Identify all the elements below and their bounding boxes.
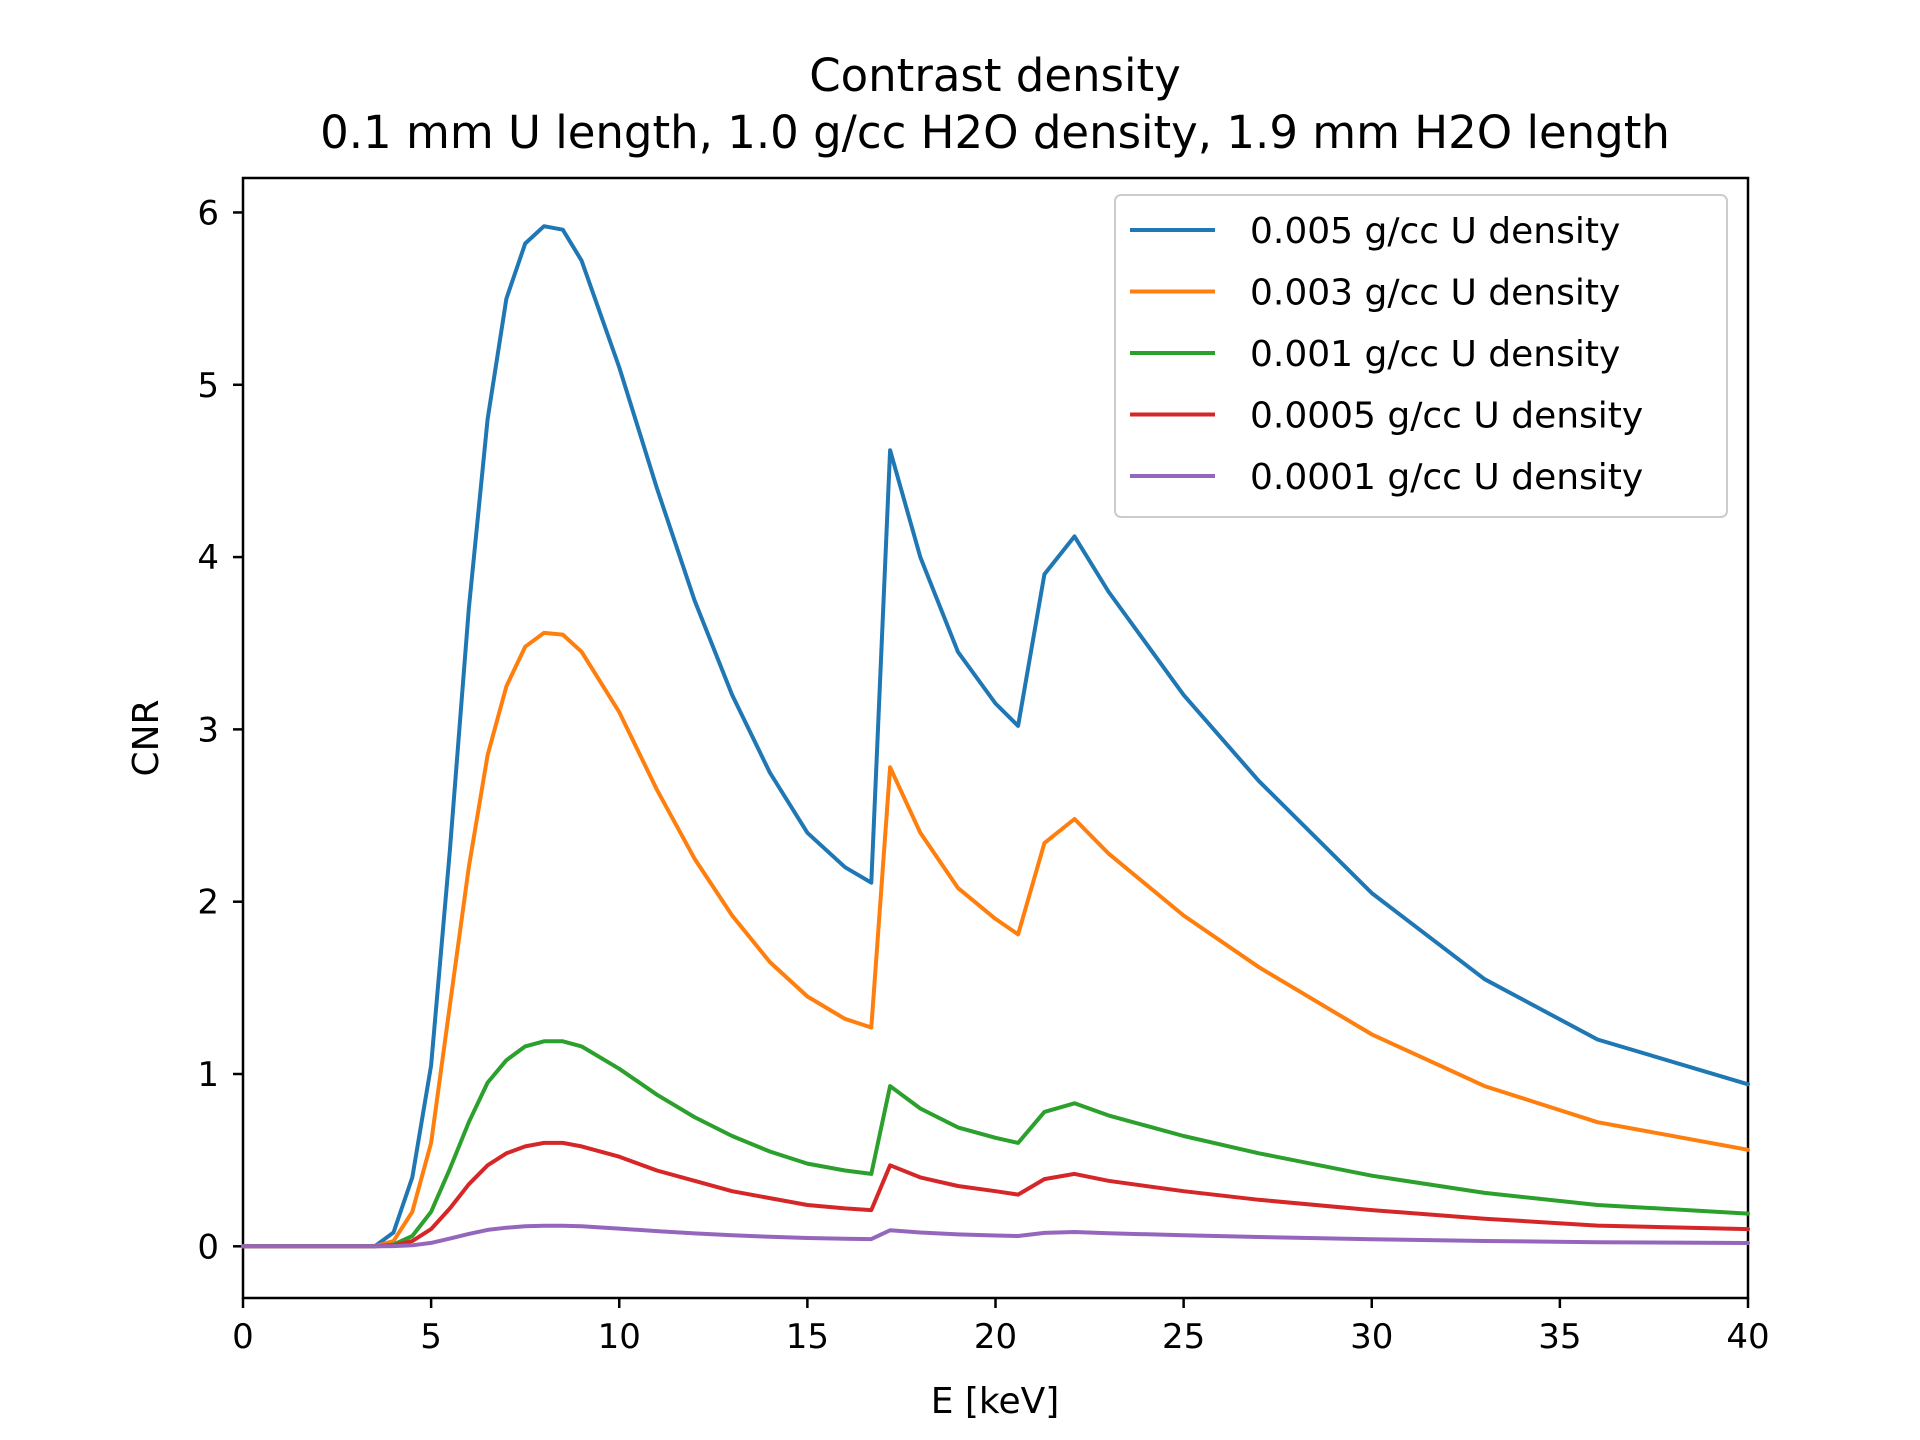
series-line-3 (241, 1039, 1750, 1249)
x-axis-ticks: 0 5 10 15 20 25 30 35 40 (232, 1298, 1770, 1357)
x-tick-label: 35 (1538, 1317, 1581, 1357)
series-line-4 (241, 1140, 1750, 1249)
x-tick-label: 15 (786, 1317, 829, 1357)
legend-box (1114, 194, 1728, 518)
series-line-2 (241, 630, 1750, 1249)
legend-label-1: 0.005 g/cc U density (1250, 211, 1620, 252)
series-layer (241, 224, 1750, 1249)
y-axis-ticks: 0 1 2 3 4 5 6 (197, 193, 243, 1267)
x-tick-label: 30 (1350, 1317, 1393, 1357)
x-tick-label: 20 (974, 1317, 1017, 1357)
y-tick-label: 6 (197, 193, 219, 233)
series-line-5 (241, 1223, 1750, 1249)
y-axis-label: CNR (126, 699, 167, 776)
x-tick-label: 25 (1162, 1317, 1205, 1357)
series-line-1 (241, 224, 1750, 1249)
y-tick-label: 0 (197, 1227, 219, 1267)
legend-label-3: 0.001 g/cc U density (1250, 334, 1620, 375)
legend-items: 0.005 g/cc U density 0.003 g/cc U density… (1130, 211, 1643, 498)
legend-label-5: 0.0001 g/cc U density (1250, 457, 1643, 498)
x-tick-label: 0 (232, 1317, 254, 1357)
legend-label-4: 0.0005 g/cc U density (1250, 396, 1643, 437)
x-axis-label: E [keV] (931, 1381, 1060, 1422)
y-tick-label: 4 (197, 538, 219, 578)
x-tick-label: 5 (420, 1317, 442, 1357)
y-tick-label: 5 (197, 366, 219, 406)
legend: 0.005 g/cc U density 0.003 g/cc U density… (1114, 194, 1728, 518)
y-tick-label: 2 (197, 883, 219, 923)
chart-title: Contrast density (809, 49, 1181, 102)
legend-label-2: 0.003 g/cc U density (1250, 273, 1620, 314)
y-tick-label: 3 (197, 710, 219, 750)
chart-subtitle: 0.1 mm U length, 1.0 g/cc H2O density, 1… (320, 106, 1670, 159)
x-tick-label: 40 (1726, 1317, 1769, 1357)
x-tick-label: 10 (598, 1317, 641, 1357)
y-tick-label: 1 (197, 1055, 219, 1095)
